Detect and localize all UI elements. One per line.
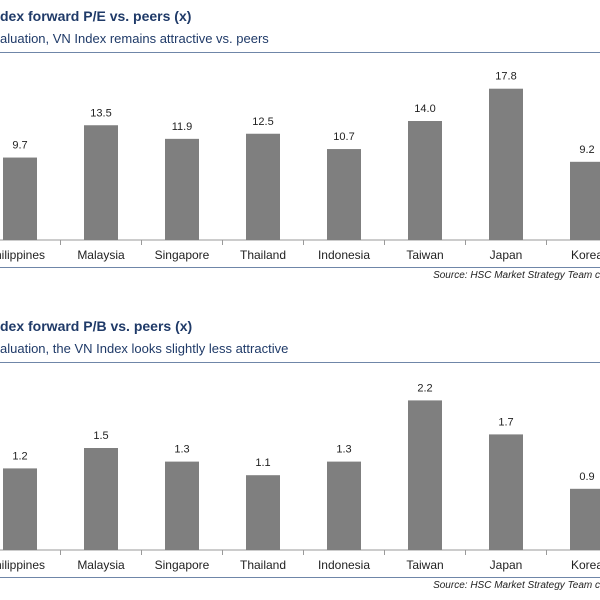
pe-category-label-2: Singapore bbox=[155, 248, 210, 262]
pb-bar-7 bbox=[570, 488, 600, 550]
pb-value-label-4: 1.3 bbox=[336, 444, 351, 456]
pe-value-label-7: 9.2 bbox=[579, 144, 594, 156]
pb-chart-panel: dex forward P/B vs. peers (x) aluation, … bbox=[0, 310, 600, 600]
pe-bar-0 bbox=[3, 157, 37, 240]
pe-value-label-0: 9.7 bbox=[12, 140, 27, 152]
pe-title-rule bbox=[0, 52, 600, 53]
pe-chart-plot: 9.7 hilippines 13.5 Malaysia 11.9 Singapore 12… bbox=[0, 71, 600, 262]
pe-bar-5 bbox=[408, 121, 442, 240]
pb-category-label-0: hilippines bbox=[0, 558, 45, 572]
pb-category-label-7: Korea bbox=[571, 558, 600, 572]
pb-category-label-4: Indonesia bbox=[318, 558, 370, 572]
pb-bar-3 bbox=[246, 475, 280, 550]
pe-bar-6 bbox=[489, 88, 523, 240]
pb-category-label-5: Taiwan bbox=[406, 558, 443, 572]
pe-footer-rule bbox=[0, 267, 600, 268]
pb-bar-6 bbox=[489, 434, 523, 550]
pe-bar-3 bbox=[246, 133, 280, 240]
pb-title-rule bbox=[0, 362, 600, 363]
pb-value-label-7: 0.9 bbox=[579, 471, 594, 483]
pe-chart-panel: dex forward P/E vs. peers (x) aluation, … bbox=[0, 0, 600, 290]
pb-bar-5 bbox=[408, 400, 442, 550]
pb-chart-subtitle: aluation, the VN Index looks slightly le… bbox=[0, 341, 289, 356]
pb-value-label-3: 1.1 bbox=[255, 457, 270, 469]
pb-value-label-5: 2.2 bbox=[417, 382, 432, 394]
pe-value-label-2: 11.9 bbox=[172, 121, 193, 133]
pb-bar-4 bbox=[327, 461, 361, 550]
pb-chart-title: dex forward P/B vs. peers (x) bbox=[0, 318, 193, 334]
pb-bar-2 bbox=[165, 461, 199, 550]
pe-category-label-5: Taiwan bbox=[406, 248, 443, 262]
pe-chart-subtitle: aluation, VN Index remains attractive vs… bbox=[0, 31, 269, 46]
pb-bar-1 bbox=[84, 448, 118, 550]
pe-bar-1 bbox=[84, 125, 118, 240]
pb-bar-0 bbox=[3, 468, 37, 550]
pb-value-label-6: 1.7 bbox=[498, 416, 513, 428]
pb-value-label-1: 1.5 bbox=[93, 430, 108, 442]
pb-category-label-6: Japan bbox=[490, 558, 523, 572]
pe-category-label-7: Korea bbox=[571, 248, 600, 262]
pe-bar-7 bbox=[570, 161, 600, 240]
pb-footer-rule bbox=[0, 577, 600, 578]
pe-chart-source: Source: HSC Market Strategy Team c bbox=[433, 270, 600, 281]
pe-value-label-6: 17.8 bbox=[495, 71, 516, 83]
pb-category-label-3: Thailand bbox=[240, 558, 286, 572]
pb-chart-source: Source: HSC Market Strategy Team c bbox=[433, 580, 600, 591]
pe-value-label-1: 13.5 bbox=[90, 107, 111, 119]
pb-value-label-0: 1.2 bbox=[12, 450, 27, 462]
pb-category-label-1: Malaysia bbox=[77, 558, 125, 572]
pe-bar-2 bbox=[165, 138, 199, 240]
pe-value-label-4: 10.7 bbox=[333, 131, 354, 143]
pb-value-label-2: 1.3 bbox=[174, 444, 189, 456]
pb-chart-plot: 1.2 hilippines 1.5 Malaysia 1.3 Singapore 1.1 T… bbox=[0, 382, 600, 572]
pb-category-label-2: Singapore bbox=[155, 558, 210, 572]
pe-bar-4 bbox=[327, 149, 361, 240]
pe-category-label-1: Malaysia bbox=[77, 248, 125, 262]
pe-category-label-0: hilippines bbox=[0, 248, 45, 262]
pe-category-label-3: Thailand bbox=[240, 248, 286, 262]
pe-chart-title: dex forward P/E vs. peers (x) bbox=[0, 8, 192, 24]
pe-category-label-6: Japan bbox=[490, 248, 523, 262]
pe-value-label-5: 14.0 bbox=[414, 103, 435, 115]
pe-value-label-3: 12.5 bbox=[252, 116, 273, 128]
pe-category-label-4: Indonesia bbox=[318, 248, 370, 262]
